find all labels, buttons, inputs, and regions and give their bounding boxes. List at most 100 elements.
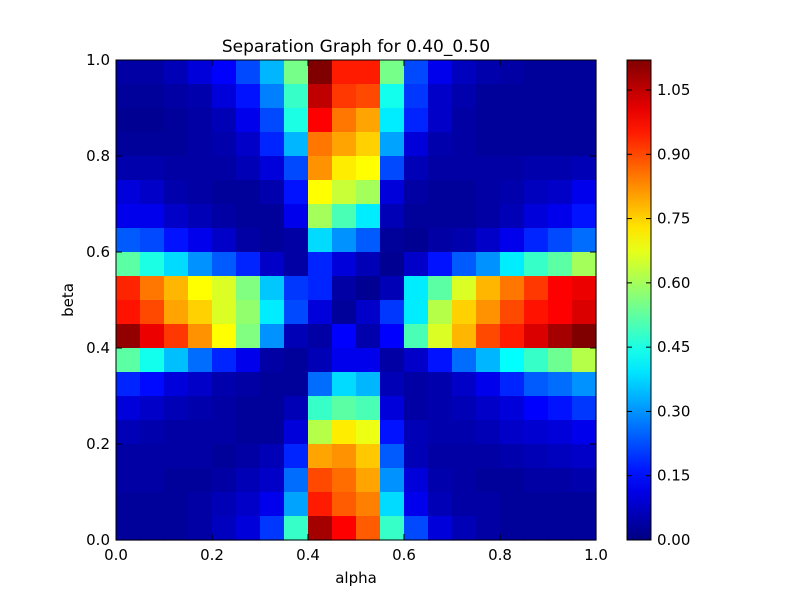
heatmap-cell [476,468,501,493]
x-tick-label: 0.6 [392,546,416,564]
heatmap-cell [380,228,405,253]
heatmap-cell [164,372,189,397]
heatmap-cell [236,420,261,445]
heatmap-cells [116,60,597,541]
heatmap-cell [452,84,477,109]
heatmap-cell [212,228,237,253]
heatmap-cell [164,492,189,517]
colorbar-tick-label: 0.15 [657,467,690,485]
heatmap-cell [452,444,477,469]
heatmap-cell [116,468,141,493]
heatmap-cell [548,516,573,541]
heatmap-cell [524,180,549,205]
heatmap-cell [260,372,285,397]
x-axis: 0.0 0.2 0.4 0.6 0.8 1.0 [104,60,608,564]
y-tick-label: 1.0 [86,51,110,69]
heatmap-cell [260,324,285,349]
heatmap-cell [332,252,357,277]
heatmap-cell [452,516,477,541]
heatmap-cell [548,276,573,301]
heatmap-cell [308,156,333,181]
heatmap-cell [428,516,453,541]
heatmap-cell [236,516,261,541]
heatmap-cell [476,420,501,445]
heatmap-cell [548,108,573,133]
heatmap-cell [212,444,237,469]
heatmap-cell [236,132,261,157]
heatmap-cell [212,180,237,205]
heatmap-cell [284,492,309,517]
heatmap-cell [188,132,213,157]
heatmap-cell [476,156,501,181]
heatmap-cell [260,204,285,229]
x-tick-label: 1.0 [584,546,608,564]
heatmap-cell [332,276,357,301]
heatmap-cell [404,420,429,445]
heatmap-cell [404,300,429,325]
heatmap-cell [428,252,453,277]
heatmap-cell [404,132,429,157]
heatmap-cell [572,516,597,541]
heatmap-cell [332,156,357,181]
colorbar-tick-label: 0.75 [657,210,690,228]
heatmap-cell [140,180,165,205]
heatmap-cell [188,84,213,109]
heatmap-cell [572,276,597,301]
heatmap-cell [500,276,525,301]
heatmap-cell [164,180,189,205]
heatmap-cell [404,252,429,277]
heatmap-cell [116,228,141,253]
heatmap-cell [260,132,285,157]
heatmap-cell [452,204,477,229]
heatmap-cell [404,492,429,517]
heatmap-cell [356,324,381,349]
heatmap-cell [188,420,213,445]
heatmap-cell [284,444,309,469]
heatmap-cell [308,492,333,517]
heatmap-cell [452,372,477,397]
heatmap-cell [548,300,573,325]
heatmap-cell [284,228,309,253]
heatmap-cell [188,228,213,253]
x-tick-label: 0.0 [104,546,128,564]
heatmap-cell [212,348,237,373]
heatmap-cell [116,444,141,469]
heatmap-cell [356,372,381,397]
heatmap-cell [500,300,525,325]
heatmap-cell [308,276,333,301]
heatmap-cell [260,60,285,85]
heatmap-cell [164,252,189,277]
heatmap-cell [428,180,453,205]
heatmap-cell [380,372,405,397]
heatmap-cell [212,84,237,109]
heatmap-cell [212,108,237,133]
heatmap-cell [308,252,333,277]
heatmap-cell [476,444,501,469]
heatmap-cell [428,492,453,517]
heatmap-cell [332,300,357,325]
heatmap-cell [524,132,549,157]
heatmap-cell [356,180,381,205]
heatmap-cell [356,252,381,277]
heatmap-cell [260,348,285,373]
heatmap-cell [356,60,381,85]
heatmap-cell [116,300,141,325]
heatmap-cell [524,516,549,541]
y-tick-label: 0.2 [86,435,110,453]
heatmap-cell [572,204,597,229]
heatmap-cell [308,204,333,229]
heatmap-cell [524,348,549,373]
heatmap-cell [380,420,405,445]
heatmap-cell [164,420,189,445]
heatmap-cell [500,108,525,133]
heatmap-cell [524,444,549,469]
heatmap-cell [428,204,453,229]
heatmap-cell [116,84,141,109]
heatmap-cell [428,228,453,253]
heatmap-cell [140,492,165,517]
heatmap-cell [428,132,453,157]
heatmap-cell [188,516,213,541]
heatmap-cell [212,252,237,277]
heatmap-cell [308,60,333,85]
